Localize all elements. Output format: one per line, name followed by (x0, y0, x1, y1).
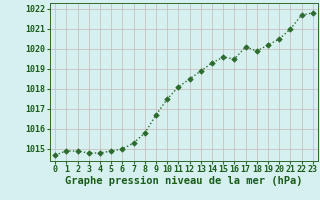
X-axis label: Graphe pression niveau de la mer (hPa): Graphe pression niveau de la mer (hPa) (65, 176, 303, 186)
